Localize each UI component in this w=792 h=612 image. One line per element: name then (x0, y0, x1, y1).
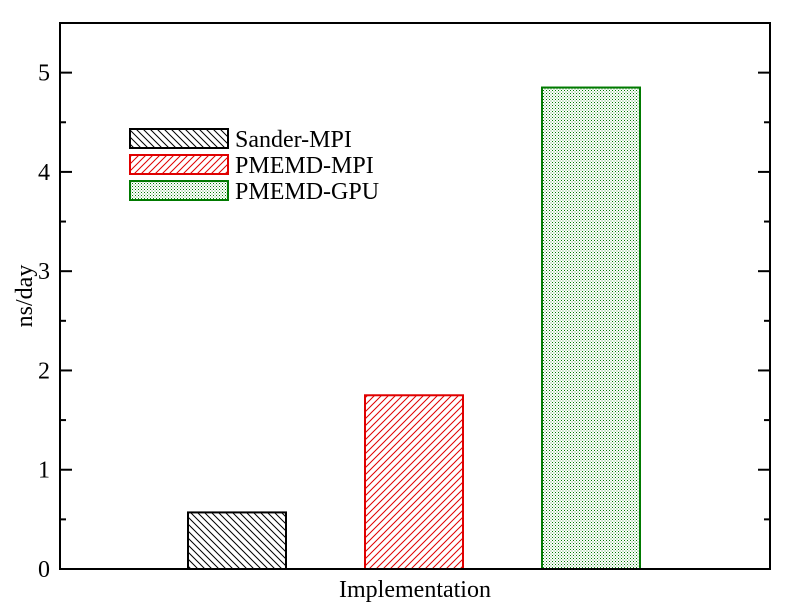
legend-swatch-pmemd-gpu (129, 180, 229, 201)
legend-label-pmemd-gpu: PMEMD-GPU (235, 179, 379, 205)
legend-label-pmemd-mpi: PMEMD-MPI (235, 153, 374, 179)
bar-sander-mpi (187, 511, 287, 571)
y-tick-label: 1 (38, 458, 50, 484)
plot-frame (59, 22, 771, 570)
x-axis-label: Implementation (339, 577, 491, 603)
y-tick-label: 2 (38, 358, 50, 384)
bars (187, 86, 641, 571)
y-ticks: 0 1 2 3 4 5 (38, 61, 770, 583)
legend-label-sander-mpi: Sander-MPI (235, 127, 352, 153)
y-tick-label: 4 (38, 160, 50, 186)
y-axis-label: ns/day (12, 265, 38, 328)
bar-pmemd-gpu (541, 86, 641, 570)
bar-pmemd-mpi (364, 394, 464, 571)
y-tick-label: 0 (38, 557, 50, 583)
legend-swatch-sander-mpi (129, 128, 229, 149)
y-tick-label: 3 (38, 259, 50, 285)
legend-swatch-pmemd-mpi (129, 154, 229, 175)
y-tick-label: 5 (38, 61, 50, 87)
